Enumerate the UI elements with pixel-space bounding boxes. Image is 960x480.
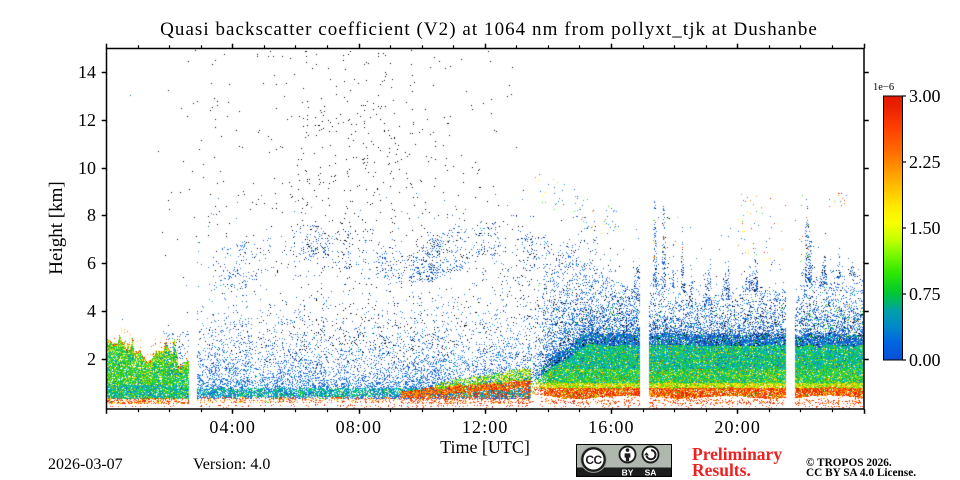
svg-text:SA: SA <box>645 467 657 477</box>
svg-text:CC: CC <box>585 453 602 467</box>
svg-text:BY: BY <box>622 467 634 477</box>
